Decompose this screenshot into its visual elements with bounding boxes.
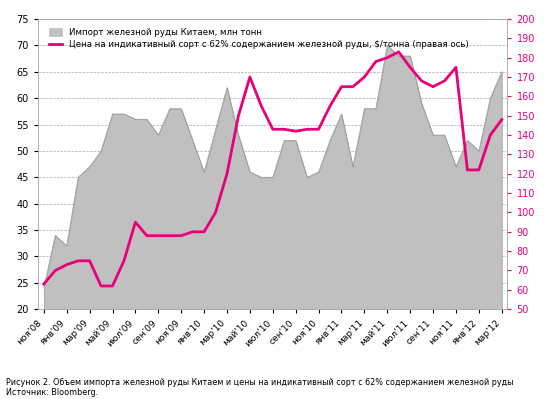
Legend: Импорт железной руды Китаем, млн тонн, Цена на индикативный сорт с 62% содержани: Импорт железной руды Китаем, млн тонн, Ц… xyxy=(47,26,470,51)
Text: Рисунок 2. Объем импорта железной руды Китаем и цены на индикативный сорт с 62% : Рисунок 2. Объем импорта железной руды К… xyxy=(6,377,513,397)
